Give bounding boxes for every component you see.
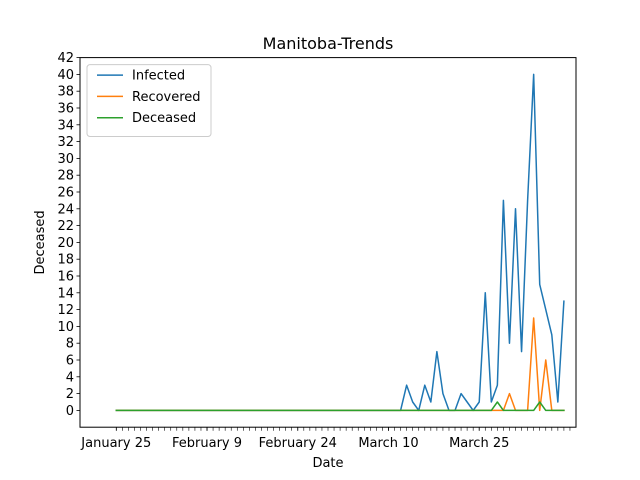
- y-tick-label: 42: [57, 51, 74, 66]
- y-tick-label: 24: [57, 202, 74, 217]
- axes-layer: 024681012141618202224262830323436384042J…: [57, 51, 571, 451]
- legend-label: Infected: [132, 69, 185, 84]
- legend-label: Recovered: [132, 90, 201, 105]
- y-tick-label: 12: [57, 303, 74, 318]
- y-tick-label: 10: [57, 320, 74, 335]
- series-line-recovered: [115, 317, 565, 412]
- y-tick-label: 0: [66, 404, 74, 419]
- x-tick-label: February 24: [259, 436, 337, 451]
- x-tick-label: February 9: [172, 436, 242, 451]
- y-tick-label: 4: [66, 370, 74, 385]
- x-tick-label: March 10: [358, 436, 418, 451]
- y-tick-label: 32: [57, 135, 74, 150]
- y-tick-label: 36: [57, 102, 74, 117]
- legend: Infected Recovered Deceased: [86, 64, 212, 137]
- chart-title: Manitoba-Trends: [263, 34, 394, 53]
- y-tick-label: 30: [57, 152, 74, 167]
- x-tick-label: March 25: [449, 436, 509, 451]
- y-tick-label: 14: [57, 286, 74, 301]
- y-tick-label: 28: [57, 169, 74, 184]
- series-line-infected: [115, 73, 565, 412]
- y-tick-label: 26: [57, 186, 74, 201]
- legend-label: Deceased: [132, 111, 196, 126]
- x-axis-label: Date: [312, 456, 343, 471]
- y-tick-label: 6: [66, 354, 74, 369]
- y-tick-label: 2: [66, 387, 74, 402]
- plot-layer: [115, 73, 565, 412]
- y-tick-label: 40: [57, 68, 74, 83]
- y-tick-label: 16: [57, 270, 74, 285]
- legend-box: [86, 64, 212, 137]
- y-tick-label: 22: [57, 219, 74, 234]
- y-tick-label: 20: [57, 236, 74, 251]
- series-line-deceased: [115, 401, 565, 412]
- x-tick-label: January 25: [80, 436, 151, 451]
- y-tick-label: 38: [57, 85, 74, 100]
- y-tick-label: 34: [57, 118, 74, 133]
- y-axis-label: Deceased: [33, 210, 48, 274]
- y-tick-label: 18: [57, 253, 74, 268]
- y-tick-label: 8: [66, 337, 74, 352]
